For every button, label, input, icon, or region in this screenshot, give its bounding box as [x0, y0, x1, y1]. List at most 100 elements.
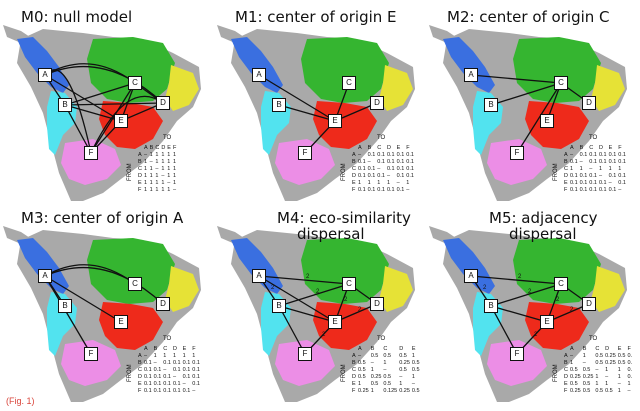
- matrix-cell: 0.1: [367, 166, 376, 172]
- matrix-cell: –: [399, 374, 403, 380]
- matrix-cell: 0.5: [383, 381, 392, 387]
- matrix-cell: 1: [172, 159, 177, 165]
- region-d: [591, 65, 625, 111]
- matrix-cell: 0.5: [627, 367, 632, 373]
- matrix-row: B0.5–10.250.51: [351, 360, 420, 367]
- matrix-cell: 0.1: [192, 381, 200, 387]
- matrix-cell: F: [564, 187, 568, 193]
- matrix-cell: 0.1: [598, 180, 607, 186]
- matrix-cell: 1: [167, 173, 171, 179]
- matrix-cell: C: [155, 145, 160, 151]
- matrix-row: E10.50.51–0.5: [351, 381, 420, 388]
- node-c: C: [128, 277, 142, 291]
- matrix-row: D 0.1 0.1 0.1–0.1 0.1: [137, 374, 201, 381]
- matrix-cell: D: [399, 346, 404, 352]
- matrix-cell: F: [627, 346, 631, 352]
- matrix-cell: 0.1: [396, 187, 405, 193]
- node-d: D: [370, 96, 384, 110]
- matrix-row: D0.50.250.5–10.25: [351, 374, 420, 381]
- matrix-cell: 1: [182, 353, 186, 359]
- matrix-cell: –: [569, 353, 574, 359]
- region-a: [17, 238, 69, 294]
- edge-A-C: [258, 275, 350, 285]
- matrix-cell: A: [569, 145, 574, 151]
- matrix-cell: 0.5: [605, 388, 613, 394]
- region-e: [525, 302, 589, 350]
- matrix-cell: D: [352, 374, 356, 380]
- matrix-cell: 1: [367, 180, 371, 186]
- panel-m4: 2 2 2 2 2 2 M4: eco-similarity dispersal A B C D E F T…: [217, 204, 420, 402]
- matrix-cell: 1: [370, 367, 374, 373]
- matrix-cell: F: [192, 346, 196, 352]
- matrix-to-label: TO: [163, 336, 172, 342]
- matrix-cell: 1: [149, 152, 153, 158]
- matrix-cell: 1: [161, 187, 165, 193]
- edge-A-E: [44, 275, 122, 323]
- matrix-cell: D: [564, 173, 568, 179]
- matrix-cell: 1: [155, 187, 159, 193]
- node-d: D: [582, 96, 596, 110]
- matrix-cell: –: [627, 388, 631, 394]
- matrix-cell: 1: [172, 166, 177, 172]
- region-e: [525, 101, 589, 149]
- matrix-cell: 1: [377, 180, 381, 186]
- matrix-cell: 1: [167, 187, 171, 193]
- matrix-cell: 1: [399, 381, 403, 387]
- region-f: [61, 139, 121, 185]
- matrix-cell: 1: [406, 180, 410, 186]
- matrix-cell: 1: [161, 180, 165, 186]
- matrix-cell: 0.25: [569, 374, 581, 380]
- matrix-cell: 0.1: [357, 173, 366, 179]
- edge-C-F: [516, 82, 562, 154]
- region-f: [61, 340, 121, 386]
- matrix-row: B 0.1–0.1 0.1 0.1 0.1: [137, 360, 201, 367]
- edge-weight-label: 2: [306, 274, 310, 280]
- region-a: [17, 37, 69, 93]
- node-c: C: [128, 76, 142, 90]
- matrix-cell: –: [598, 173, 603, 179]
- matrix-cell: 1: [172, 152, 177, 158]
- matrix-cell: 0.1: [172, 381, 181, 387]
- matrix-cell: 1: [618, 166, 622, 172]
- matrix-cell: 0.1: [386, 187, 395, 193]
- matrix-cell: 0.1: [357, 159, 366, 165]
- matrix-cell: 1: [605, 367, 609, 373]
- matrix-cell: 0.1: [357, 187, 366, 193]
- matrix-cell: 0.1: [406, 173, 414, 179]
- matrix-cell: A: [357, 346, 362, 352]
- node-a: A: [252, 269, 266, 283]
- matrix-cell: A: [352, 152, 356, 158]
- matrix-cell: D: [605, 346, 610, 352]
- matrix-cell: E: [564, 180, 568, 186]
- matrix-cell: E: [138, 381, 142, 387]
- matrix-cell: 0.5: [399, 367, 407, 373]
- matrix-row: D 1 1 1–1 1: [137, 173, 177, 180]
- matrix-cell: 0.1: [172, 388, 181, 394]
- edge-B-F: [278, 305, 306, 355]
- matrix-cell: 1: [605, 381, 609, 387]
- matrix-row: B 0.1–0.1 0.1 0.1 0.1: [563, 159, 627, 166]
- node-d: D: [156, 297, 170, 311]
- matrix-cell: 0.125: [383, 388, 398, 394]
- figure-caption: (Fig. 1): [6, 396, 35, 406]
- matrix-cell: 1: [598, 166, 603, 172]
- matrix-cell: 0.1: [396, 152, 405, 158]
- matrix-cell: 0.1: [143, 360, 152, 366]
- matrix-cell: D: [138, 374, 142, 380]
- matrix-cell: E: [138, 180, 142, 186]
- node-e: E: [540, 114, 554, 128]
- matrix-cell: 1: [143, 173, 148, 179]
- matrix-cell: E: [396, 145, 401, 151]
- region-c: [87, 37, 175, 103]
- matrix-cell: B: [579, 145, 584, 151]
- matrix-cell: 0.1: [367, 187, 376, 193]
- matrix-cell: 0.25: [605, 353, 616, 359]
- edge-weight-label: 2: [483, 285, 487, 291]
- matrix-cell: 1: [155, 159, 159, 165]
- matrix-cell: 0.5: [582, 381, 591, 387]
- matrix-cell: 1: [357, 381, 362, 387]
- node-c: C: [342, 277, 356, 291]
- matrix-cell: –: [386, 173, 391, 179]
- map-svg: [3, 226, 201, 402]
- edge-A-C: [470, 275, 562, 285]
